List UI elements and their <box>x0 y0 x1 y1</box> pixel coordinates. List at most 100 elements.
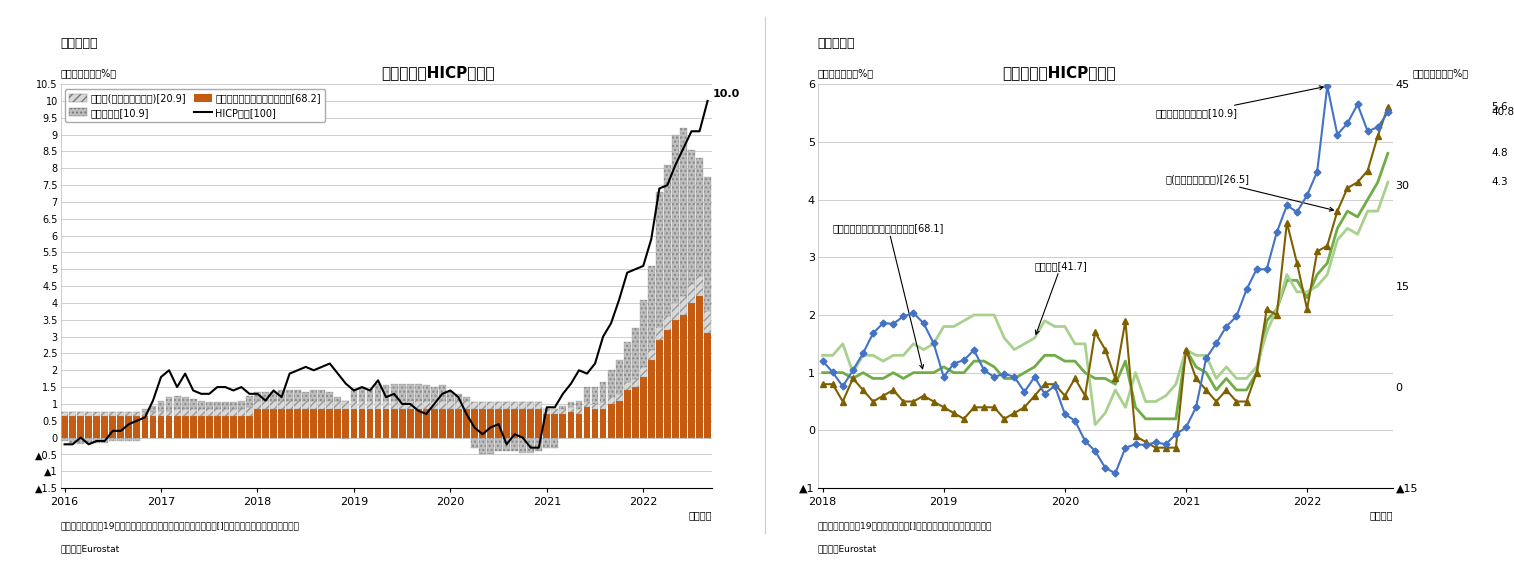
Bar <box>415 384 421 401</box>
Bar <box>503 409 510 438</box>
Bar <box>536 409 542 438</box>
Bar <box>318 401 326 409</box>
Bar <box>245 396 253 407</box>
Bar <box>157 411 165 416</box>
Bar <box>631 387 639 438</box>
Bar <box>640 367 646 377</box>
Text: 10.0: 10.0 <box>713 89 740 99</box>
Bar <box>696 158 702 276</box>
Bar <box>182 409 189 416</box>
Bar <box>118 416 124 438</box>
Text: 4.8: 4.8 <box>1491 149 1508 158</box>
Bar <box>544 438 550 448</box>
Bar <box>238 409 245 416</box>
Text: （前年同月比、%）: （前年同月比、%） <box>1413 68 1469 79</box>
Text: （前年同月比、%）: （前年同月比、%） <box>818 68 874 79</box>
Bar <box>85 438 92 443</box>
Bar <box>551 414 559 438</box>
Bar <box>126 412 132 416</box>
Bar <box>488 402 494 409</box>
Bar <box>665 316 671 330</box>
Bar <box>77 412 85 416</box>
Title: ユーロ圏のHICP上昇率: ユーロ圏のHICP上昇率 <box>1002 65 1116 80</box>
Bar <box>478 402 486 409</box>
Bar <box>85 416 92 438</box>
Bar <box>150 406 156 412</box>
Bar <box>624 390 631 438</box>
Bar <box>456 401 462 409</box>
Bar <box>366 401 374 409</box>
Bar <box>680 315 687 438</box>
Bar <box>182 397 189 409</box>
Bar <box>527 438 534 453</box>
Bar <box>600 382 607 402</box>
Text: （図表１）: （図表１） <box>61 38 98 50</box>
Bar <box>109 416 117 438</box>
Bar <box>383 409 389 438</box>
Bar <box>101 416 107 438</box>
Bar <box>415 401 421 409</box>
Bar <box>327 392 333 401</box>
Text: サービス[41.7]: サービス[41.7] <box>1034 261 1087 334</box>
Bar <box>70 438 76 443</box>
Bar <box>94 412 100 416</box>
Bar <box>359 401 365 409</box>
Bar <box>294 409 301 438</box>
Bar <box>495 409 503 438</box>
Bar <box>213 409 221 416</box>
Bar <box>512 402 518 409</box>
Bar <box>286 390 294 401</box>
Bar <box>463 397 469 401</box>
Bar <box>575 401 583 409</box>
Bar <box>665 330 671 438</box>
Bar <box>592 409 598 438</box>
Bar <box>478 409 486 438</box>
Bar <box>407 384 413 401</box>
Bar <box>374 409 382 438</box>
Bar <box>583 387 590 402</box>
Bar <box>624 382 631 390</box>
Bar <box>118 412 124 416</box>
Bar <box>422 409 430 438</box>
Bar <box>133 438 141 441</box>
Bar <box>439 385 445 401</box>
Bar <box>583 407 590 438</box>
Bar <box>471 409 478 438</box>
Bar <box>398 384 406 401</box>
Bar <box>150 416 156 438</box>
Bar <box>391 409 398 438</box>
Bar <box>456 394 462 401</box>
Text: （月次）: （月次） <box>1369 511 1393 521</box>
Bar <box>342 438 350 439</box>
Bar <box>165 397 173 411</box>
Bar <box>327 409 333 438</box>
Bar <box>238 416 245 438</box>
Bar <box>704 333 712 438</box>
Bar <box>519 438 527 453</box>
Bar <box>488 409 494 438</box>
Bar <box>351 401 357 409</box>
Bar <box>422 401 430 409</box>
Bar <box>206 402 212 409</box>
Bar <box>398 409 406 438</box>
Bar <box>680 128 687 296</box>
Bar <box>238 401 245 409</box>
Bar <box>254 401 260 409</box>
Bar <box>680 296 687 315</box>
Bar <box>527 402 534 409</box>
Bar <box>133 412 141 416</box>
Bar <box>607 404 615 438</box>
Bar <box>568 402 574 407</box>
Bar <box>704 177 712 311</box>
Bar <box>189 399 197 409</box>
Bar <box>359 387 365 401</box>
Bar <box>109 438 117 441</box>
Bar <box>407 401 413 409</box>
Bar <box>631 328 639 379</box>
Bar <box>568 412 574 438</box>
Bar <box>383 401 389 409</box>
Bar <box>230 416 236 438</box>
Text: （注）ユーロ圏は19か国のデータ、[]内は総合指数に対するウェイト: （注）ユーロ圏は19か国のデータ、[]内は総合指数に対するウェイト <box>818 522 992 531</box>
Bar <box>310 401 316 409</box>
Bar <box>213 402 221 409</box>
